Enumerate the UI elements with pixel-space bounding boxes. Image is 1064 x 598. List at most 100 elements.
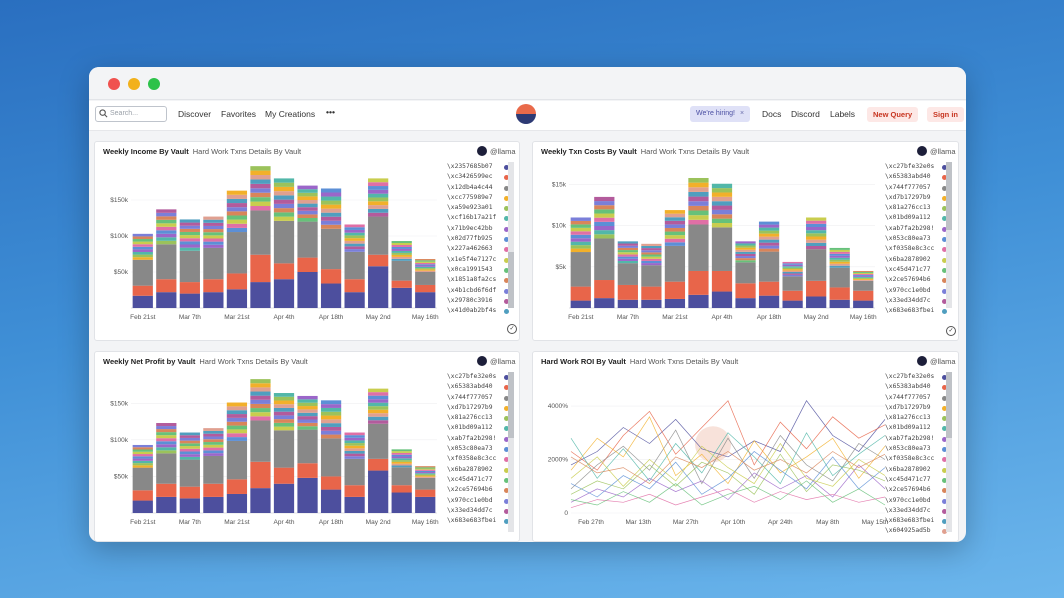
legend-item[interactable]: \x683e683fbei bbox=[447, 516, 517, 526]
minimize-window-button[interactable] bbox=[128, 78, 140, 90]
legend-item[interactable]: \x227a462663 bbox=[447, 244, 517, 254]
nav-docs[interactable]: Docs bbox=[762, 109, 782, 119]
nav-labels[interactable]: Labels bbox=[830, 109, 856, 119]
nav-favorites[interactable]: Favorites bbox=[221, 109, 256, 119]
legend-item[interactable]: \xc45d471c77 bbox=[447, 475, 517, 485]
check-icon[interactable]: ✓ bbox=[946, 326, 956, 336]
legend-item[interactable]: \x01bd09a112 bbox=[885, 213, 955, 223]
legend-item[interactable]: \xf0358e8c3cc bbox=[885, 244, 955, 254]
y-tick-label: 4000% bbox=[548, 403, 568, 410]
legend-item[interactable]: \x053c80ea73 bbox=[885, 444, 955, 454]
search-input[interactable]: Search... bbox=[95, 106, 167, 122]
nav-discover[interactable]: Discover bbox=[178, 109, 212, 119]
legend-item[interactable]: \x6ba2878902 bbox=[447, 465, 517, 475]
bar-segment bbox=[570, 231, 591, 235]
legend-item[interactable]: \x29780c3916 bbox=[447, 296, 517, 306]
legend-item[interactable]: \xd7b17297b9 bbox=[885, 403, 955, 413]
scrollbar-thumb[interactable] bbox=[946, 372, 952, 438]
legend-scrollbar[interactable] bbox=[946, 372, 952, 532]
sign-in-button[interactable]: Sign in bbox=[927, 107, 964, 122]
legend-item[interactable]: \x01bd09a112 bbox=[447, 423, 517, 433]
legend-item[interactable]: \xc3426599ec bbox=[447, 172, 517, 182]
legend-item[interactable]: \x053c80ea73 bbox=[885, 234, 955, 244]
panel-owner[interactable]: @llama bbox=[917, 146, 956, 156]
nav-my-creations[interactable]: My Creations bbox=[265, 109, 316, 119]
legend-item[interactable]: \x683e683fbei bbox=[885, 516, 955, 526]
legend-item[interactable]: \xf0358e8c3cc bbox=[447, 454, 517, 464]
legend-item[interactable]: \xc27bfe32e0s bbox=[885, 372, 955, 382]
legend-item[interactable]: \x604925ad5b bbox=[885, 526, 955, 536]
weekly-net-profit-chart[interactable]: $150k $100k $50k Feb 21st Mar 7th Mar 21st Apr… bbox=[95, 370, 445, 535]
legend-item[interactable]: \xab7fa2b298! bbox=[885, 224, 955, 234]
legend-item[interactable]: \x970cc1e0bd bbox=[885, 286, 955, 296]
legend-item[interactable]: \xc45d471c77 bbox=[885, 475, 955, 485]
legend-item[interactable]: \xab7fa2b298! bbox=[885, 434, 955, 444]
more-menu-button[interactable]: ••• bbox=[326, 107, 335, 117]
legend-item[interactable]: \x81a276cc13 bbox=[885, 203, 955, 213]
legend-item[interactable]: \xf0358e8c3cc bbox=[885, 454, 955, 464]
legend-item[interactable]: \xa59e923a01 bbox=[447, 203, 517, 213]
legend-item[interactable]: \xd7b17297b9 bbox=[447, 403, 517, 413]
hard-work-roi-chart[interactable]: 4000% 2000% 0 Feb 27th Mar 13th Mar 27th Apr 1… bbox=[533, 370, 888, 535]
scrollbar-thumb[interactable] bbox=[946, 162, 952, 230]
close-icon[interactable]: × bbox=[739, 110, 745, 117]
legend-item[interactable]: \x71b9ec42bb bbox=[447, 224, 517, 234]
legend-item[interactable]: \x2357685b07 bbox=[447, 162, 517, 172]
legend-scrollbar[interactable] bbox=[508, 162, 514, 308]
legend-item[interactable]: \x0ca1991543 bbox=[447, 265, 517, 275]
legend-item[interactable]: \x744f777057 bbox=[885, 393, 955, 403]
legend-item[interactable]: \x65383abd40 bbox=[885, 382, 955, 392]
legend-item[interactable]: \xc45d471c77 bbox=[885, 265, 955, 275]
new-query-button[interactable]: New Query bbox=[867, 107, 919, 122]
legend-item[interactable]: \x1851a8fa2cs bbox=[447, 275, 517, 285]
legend-item[interactable]: \x683e683fbei bbox=[885, 306, 955, 316]
legend-item[interactable]: \x2ce57694b6 bbox=[885, 485, 955, 495]
maximize-window-button[interactable] bbox=[148, 78, 160, 90]
scrollbar-thumb[interactable] bbox=[508, 372, 514, 438]
bar-segment bbox=[273, 483, 295, 513]
legend-item[interactable]: \x4b1cbd6f6df bbox=[447, 286, 517, 296]
panel-owner[interactable]: @llama bbox=[477, 356, 516, 366]
legend-item[interactable]: \x33ed34dd7c bbox=[885, 506, 955, 516]
legend-item[interactable]: \x01bd09a112 bbox=[885, 423, 955, 433]
legend-item[interactable]: \x744f777057 bbox=[885, 183, 955, 193]
bar-segment bbox=[179, 454, 200, 457]
legend-item[interactable]: \x6ba2878902 bbox=[885, 465, 955, 475]
legend-item[interactable]: \xc27bfe32e0s bbox=[885, 162, 955, 172]
hiring-banner[interactable]: We're hiring! × bbox=[690, 106, 751, 122]
legend-item[interactable]: \xcf16b17a21f bbox=[447, 213, 517, 223]
legend-item[interactable]: \x6ba2878902 bbox=[885, 255, 955, 265]
legend-scrollbar[interactable] bbox=[946, 162, 952, 308]
legend-item[interactable]: \x65383abd40 bbox=[447, 382, 517, 392]
legend-item[interactable]: \x41d0ab2bf4s bbox=[447, 306, 517, 316]
legend-item[interactable]: \xd7b17297b9 bbox=[885, 193, 955, 203]
legend-item[interactable]: \xcc775989e7 bbox=[447, 193, 517, 203]
legend-item[interactable]: \x970cc1e0bd bbox=[447, 496, 517, 506]
legend-item[interactable]: \x12db4a4c44 bbox=[447, 183, 517, 193]
scrollbar-thumb[interactable] bbox=[508, 252, 514, 308]
nav-discord[interactable]: Discord bbox=[791, 109, 820, 119]
panel-owner[interactable]: @llama bbox=[917, 356, 956, 366]
panel-owner[interactable]: @llama bbox=[477, 146, 516, 156]
legend-item[interactable]: \xab7fa2b298! bbox=[447, 434, 517, 444]
legend-item[interactable]: \x2ce57694b6 bbox=[885, 275, 955, 285]
dune-logo-icon[interactable] bbox=[516, 104, 536, 124]
legend-item[interactable]: \x744f777057 bbox=[447, 393, 517, 403]
weekly-income-chart[interactable]: $150k $100k $50k Feb 21st Mar 7th Mar 21st Apr… bbox=[95, 160, 445, 330]
check-icon[interactable]: ✓ bbox=[507, 324, 517, 334]
legend-item[interactable]: \x65383abd40 bbox=[885, 172, 955, 182]
legend-scrollbar[interactable] bbox=[508, 372, 514, 532]
legend-item[interactable]: \x81a276cc13 bbox=[885, 413, 955, 423]
legend-item[interactable]: \x053c80ea73 bbox=[447, 444, 517, 454]
legend-item[interactable]: \x1e5f4e7127c bbox=[447, 255, 517, 265]
close-window-button[interactable] bbox=[108, 78, 120, 90]
legend-item[interactable]: \x33ed34dd7c bbox=[447, 506, 517, 516]
legend-item[interactable]: \x02d77fb925 bbox=[447, 234, 517, 244]
legend-item[interactable]: \x970cc1e0bd bbox=[885, 496, 955, 506]
legend-item[interactable]: \x2ce57694b6 bbox=[447, 485, 517, 495]
legend-item[interactable]: \x33ed34dd7c bbox=[885, 296, 955, 306]
weekly-txn-costs-chart[interactable]: $15k $10k $5k Feb 21st Mar 7th Mar 21st Apr 4t… bbox=[533, 160, 883, 330]
bar-segment bbox=[179, 225, 200, 229]
legend-item[interactable]: \xc27bfe32e0s bbox=[447, 372, 517, 382]
legend-item[interactable]: \x81a276cc13 bbox=[447, 413, 517, 423]
